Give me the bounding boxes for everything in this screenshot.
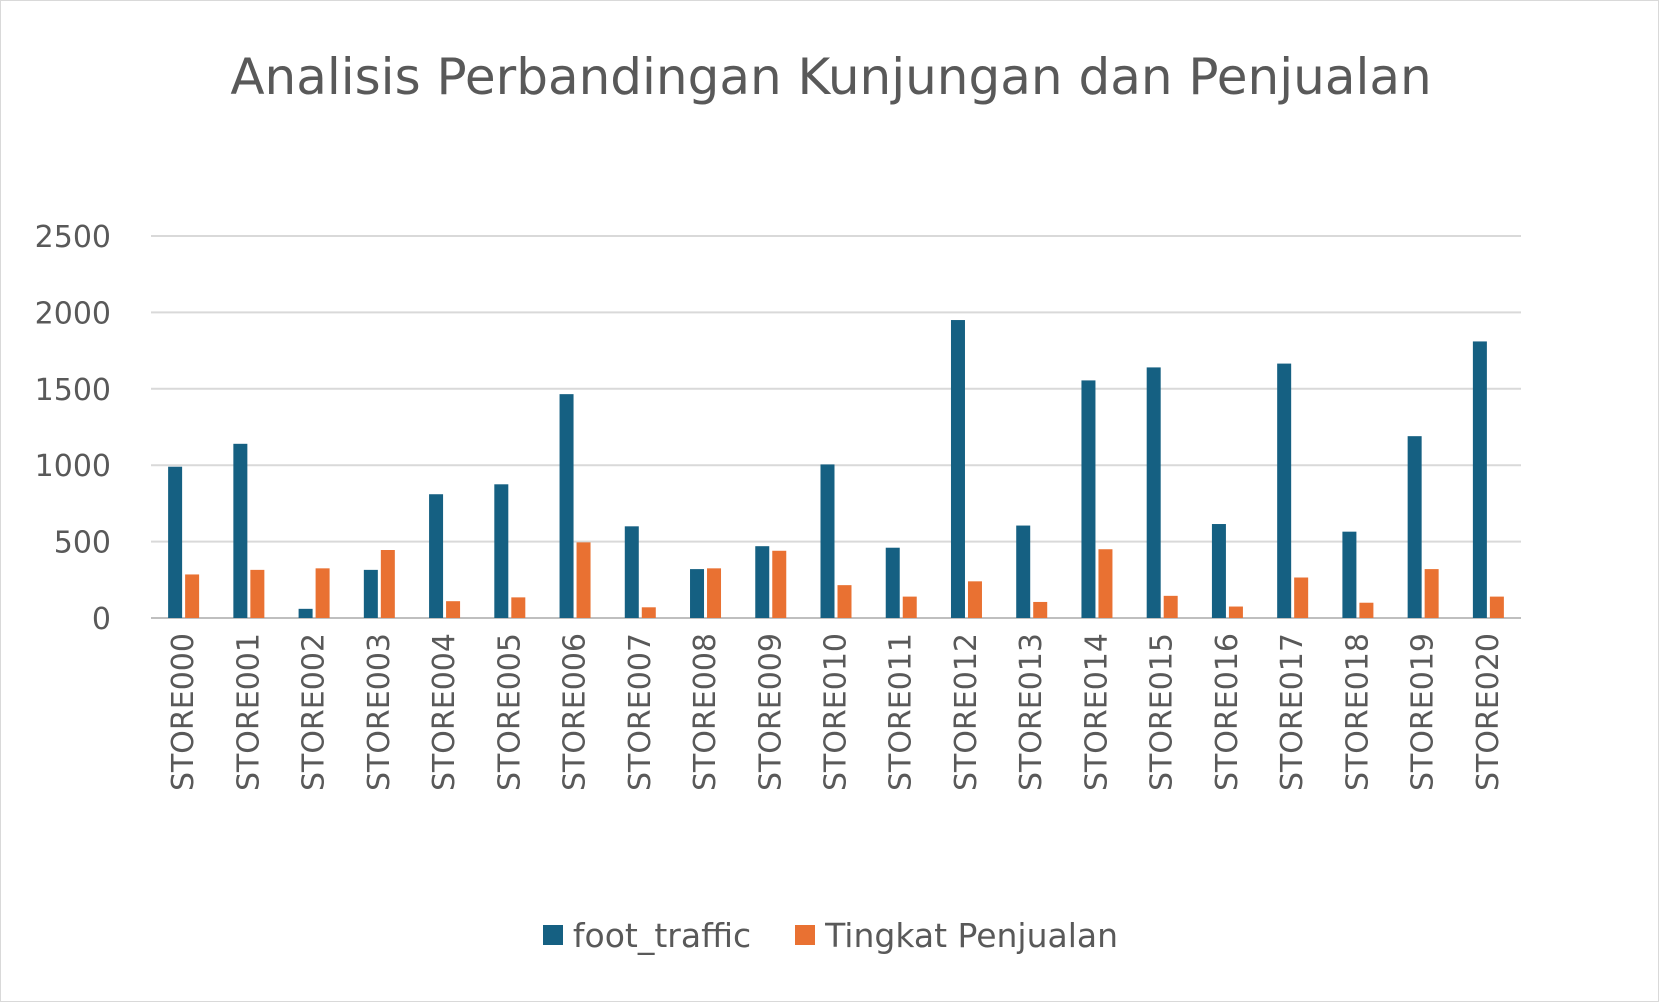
y-tick-label: 1500 bbox=[35, 373, 111, 408]
x-tick-label: STORE010 bbox=[819, 633, 854, 791]
x-tick-label: STORE009 bbox=[753, 633, 788, 791]
chart-title: Analisis Perbandingan Kunjungan dan Penj… bbox=[230, 48, 1432, 106]
bar-tingkat-penjualan-store004 bbox=[446, 601, 461, 618]
x-tick-label: STORE004 bbox=[427, 633, 462, 791]
x-tick-label: STORE020 bbox=[1471, 633, 1506, 791]
x-tick-label: STORE015 bbox=[1145, 633, 1180, 791]
bar-tingkat-penjualan-store017 bbox=[1294, 577, 1309, 618]
bar-foot-traffic-store004 bbox=[429, 494, 444, 618]
bar-tingkat-penjualan-store013 bbox=[1033, 601, 1048, 618]
x-tick-label: STORE006 bbox=[558, 633, 593, 791]
bar-foot-traffic-store003 bbox=[363, 569, 378, 618]
bar-tingkat-penjualan-store012 bbox=[967, 581, 982, 618]
x-tick-label: STORE000 bbox=[166, 633, 201, 791]
bar-tingkat-penjualan-store001 bbox=[250, 569, 265, 618]
legend-swatch-tingkat-penjualan bbox=[795, 925, 816, 945]
x-tick-label: STORE007 bbox=[623, 633, 658, 791]
bar-foot-traffic-store016 bbox=[1211, 524, 1226, 618]
legend: foot_traffic Tingkat Penjualan bbox=[1, 913, 1659, 957]
x-tick-label: STORE001 bbox=[231, 633, 266, 791]
legend-item-tingkat-penjualan: Tingkat Penjualan bbox=[795, 916, 1118, 955]
bar-foot-traffic-store017 bbox=[1277, 363, 1292, 618]
bar-tingkat-penjualan-store015 bbox=[1163, 595, 1178, 618]
bar-tingkat-penjualan-store002 bbox=[315, 568, 330, 618]
legend-label-tingkat-penjualan: Tingkat Penjualan bbox=[825, 915, 1119, 955]
x-tick-label: STORE008 bbox=[688, 633, 723, 791]
x-tick-label: STORE016 bbox=[1210, 633, 1245, 791]
bars bbox=[168, 320, 1504, 618]
bar-tingkat-penjualan-store018 bbox=[1359, 602, 1374, 618]
bar-tingkat-penjualan-store011 bbox=[902, 596, 917, 618]
x-tick-label: STORE003 bbox=[362, 633, 397, 791]
bar-foot-traffic-store018 bbox=[1342, 531, 1357, 618]
bar-tingkat-penjualan-store005 bbox=[511, 597, 526, 618]
bar-tingkat-penjualan-store007 bbox=[641, 607, 656, 618]
y-tick-label: 2500 bbox=[35, 220, 111, 255]
bar-tingkat-penjualan-store016 bbox=[1228, 606, 1243, 618]
bar-tingkat-penjualan-store008 bbox=[707, 568, 722, 618]
bar-foot-traffic-store013 bbox=[1016, 525, 1031, 618]
bar-foot-traffic-store001 bbox=[233, 443, 248, 618]
y-tick-label: 1000 bbox=[35, 449, 111, 484]
bar-foot-traffic-store015 bbox=[1146, 367, 1161, 618]
bar-tingkat-penjualan-store020 bbox=[1489, 596, 1504, 618]
y-tick-label: 0 bbox=[92, 602, 111, 637]
x-tick-label: STORE002 bbox=[297, 633, 332, 791]
bar-foot-traffic-store010 bbox=[820, 464, 835, 618]
bar-foot-traffic-store002 bbox=[298, 608, 313, 618]
x-tick-label: STORE011 bbox=[884, 633, 919, 791]
x-tick-label: STORE019 bbox=[1406, 633, 1441, 791]
bar-foot-traffic-store008 bbox=[690, 569, 705, 618]
bar-tingkat-penjualan-store014 bbox=[1098, 549, 1113, 618]
legend-label-foot-traffic: foot_traffic bbox=[572, 915, 752, 955]
bar-foot-traffic-store020 bbox=[1472, 341, 1487, 618]
bar-foot-traffic-store012 bbox=[950, 320, 965, 618]
bar-tingkat-penjualan-store009 bbox=[772, 550, 787, 618]
bar-tingkat-penjualan-store019 bbox=[1424, 569, 1439, 618]
bar-foot-traffic-store019 bbox=[1407, 436, 1422, 618]
bar-foot-traffic-store009 bbox=[755, 546, 770, 618]
bar-foot-traffic-store007 bbox=[624, 526, 639, 618]
x-tick-label: STORE018 bbox=[1340, 633, 1375, 791]
legend-swatch-foot-traffic bbox=[542, 925, 563, 945]
bar-foot-traffic-store014 bbox=[1081, 380, 1096, 618]
bar-tingkat-penjualan-store010 bbox=[837, 585, 852, 618]
bar-foot-traffic-store000 bbox=[168, 466, 183, 618]
x-tick-label: STORE012 bbox=[949, 633, 984, 791]
x-tick-label: STORE014 bbox=[1079, 633, 1114, 791]
y-axis-ticks: 0 500 1000 1500 2000 2500 bbox=[35, 220, 111, 637]
legend-item-foot-traffic: foot_traffic bbox=[542, 915, 752, 955]
y-tick-label: 500 bbox=[54, 526, 111, 561]
x-axis-ticks: STORE000 STORE001 STORE002 STORE003 STORE004… bbox=[166, 633, 1506, 791]
x-tick-label: STORE017 bbox=[1275, 633, 1310, 791]
bar-foot-traffic-store006 bbox=[559, 394, 574, 618]
bar-tingkat-penjualan-store003 bbox=[380, 550, 395, 618]
bar-foot-traffic-store005 bbox=[494, 484, 509, 618]
bar-foot-traffic-store011 bbox=[885, 547, 900, 618]
bar-tingkat-penjualan-store000 bbox=[185, 574, 200, 618]
x-tick-label: STORE013 bbox=[1014, 633, 1049, 791]
x-tick-label: STORE005 bbox=[492, 633, 527, 791]
bar-tingkat-penjualan-store006 bbox=[576, 542, 591, 618]
y-tick-label: 2000 bbox=[35, 296, 111, 331]
gridlines bbox=[151, 235, 1521, 619]
